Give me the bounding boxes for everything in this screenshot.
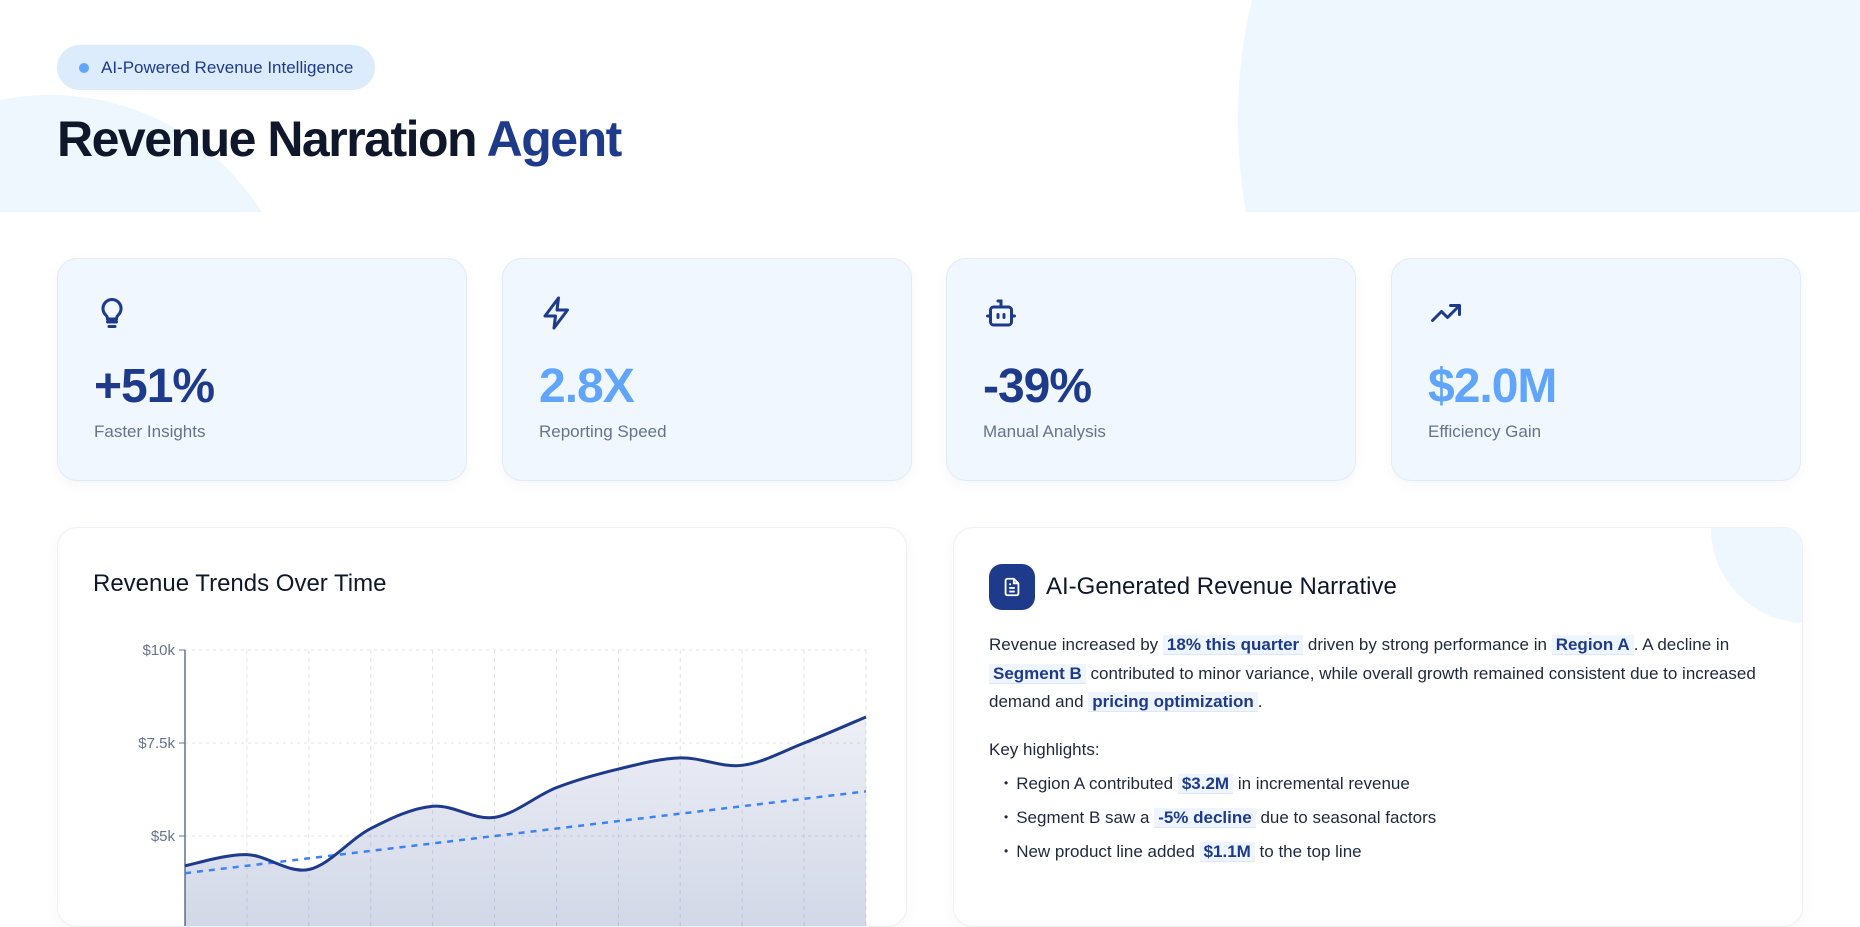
lightning-icon bbox=[543, 296, 569, 330]
chart-title: Revenue Trends Over Time bbox=[93, 570, 387, 597]
highlight-item: Segment B saw a -5% decline due to seaso… bbox=[1004, 808, 1436, 828]
revenue-line bbox=[184, 715, 867, 872]
text: . bbox=[1257, 692, 1263, 711]
text: New product line added bbox=[1016, 842, 1195, 861]
stat-value: 2.8X bbox=[539, 360, 635, 413]
highlight: -5% decline bbox=[1154, 808, 1256, 828]
narrative-panel: AI-Generated Revenue Narrative Revenue i… bbox=[953, 527, 1803, 927]
text: Segment B saw a bbox=[1016, 808, 1150, 827]
highlight: pricing optimization bbox=[1088, 692, 1258, 712]
highlight: $1.1M bbox=[1199, 842, 1255, 862]
revenue-area bbox=[185, 716, 866, 926]
revenue-chart-panel: Revenue Trends Over Time $10k $7.5k $5k bbox=[57, 527, 907, 927]
text: Region A contributed bbox=[1016, 774, 1174, 793]
highlight: Region A bbox=[1551, 635, 1634, 655]
highlight: $3.2M bbox=[1177, 774, 1234, 794]
highlight-item: New product line added $1.1M to the top … bbox=[1004, 842, 1362, 862]
document-icon bbox=[989, 564, 1035, 610]
text: . A decline in bbox=[1633, 635, 1730, 654]
stat-card-faster-insights: +51% Faster Insights bbox=[57, 258, 467, 481]
robot-icon bbox=[986, 299, 1016, 327]
stat-card-manual-analysis: -39% Manual Analysis bbox=[946, 258, 1356, 481]
revenue-line-chart: $10k $7.5k $5k bbox=[138, 642, 867, 926]
decor-circle-right bbox=[1238, 0, 1860, 212]
decor-circle-narrative bbox=[1711, 528, 1802, 623]
page-title: Revenue Narration Agent bbox=[57, 110, 623, 168]
stat-card-reporting-speed: 2.8X Reporting Speed bbox=[502, 258, 912, 481]
narrative-title: AI-Generated Revenue Narrative bbox=[1046, 573, 1397, 600]
text: to the top line bbox=[1259, 842, 1362, 861]
y-tick-label: $7.5k bbox=[138, 735, 175, 752]
y-tick-label: $5k bbox=[151, 828, 176, 845]
hero-header: AI-Powered Revenue Intelligence Revenue … bbox=[0, 0, 1860, 212]
highlight: 18% this quarter bbox=[1162, 635, 1304, 655]
key-highlights-label: Key highlights: bbox=[989, 740, 1100, 759]
text: driven by strong performance in bbox=[1307, 635, 1547, 654]
badge-label: AI-Powered Revenue Intelligence bbox=[101, 57, 354, 77]
stat-value: -39% bbox=[983, 360, 1092, 413]
title-main: Revenue Narration bbox=[57, 111, 478, 167]
text: due to seasonal factors bbox=[1260, 808, 1437, 827]
stat-value: +51% bbox=[94, 360, 215, 413]
trending-up-icon bbox=[1431, 304, 1461, 322]
text: in incremental revenue bbox=[1237, 774, 1410, 793]
highlight: Segment B bbox=[989, 663, 1086, 684]
ai-badge: AI-Powered Revenue Intelligence bbox=[57, 45, 376, 90]
stat-label: Faster Insights bbox=[94, 422, 206, 441]
highlight-item: Region A contributed $3.2M in incrementa… bbox=[1004, 774, 1410, 794]
stat-label: Efficiency Gain bbox=[1428, 422, 1542, 441]
stat-label: Reporting Speed bbox=[539, 422, 667, 441]
badge-dot-icon bbox=[79, 62, 89, 73]
text: Revenue increased by bbox=[989, 635, 1159, 654]
stat-label: Manual Analysis bbox=[983, 422, 1106, 441]
y-tick-label: $10k bbox=[142, 642, 175, 659]
stat-value: $2.0M bbox=[1428, 360, 1557, 413]
title-accent: Agent bbox=[486, 111, 623, 167]
stat-card-efficiency-gain: $2.0M Efficiency Gain bbox=[1391, 258, 1801, 481]
narrative-paragraph: Revenue increased by 18% this quarter dr… bbox=[989, 631, 1779, 717]
lightbulb-icon bbox=[101, 297, 123, 328]
text: contributed to minor variance, while ove… bbox=[989, 663, 1756, 712]
